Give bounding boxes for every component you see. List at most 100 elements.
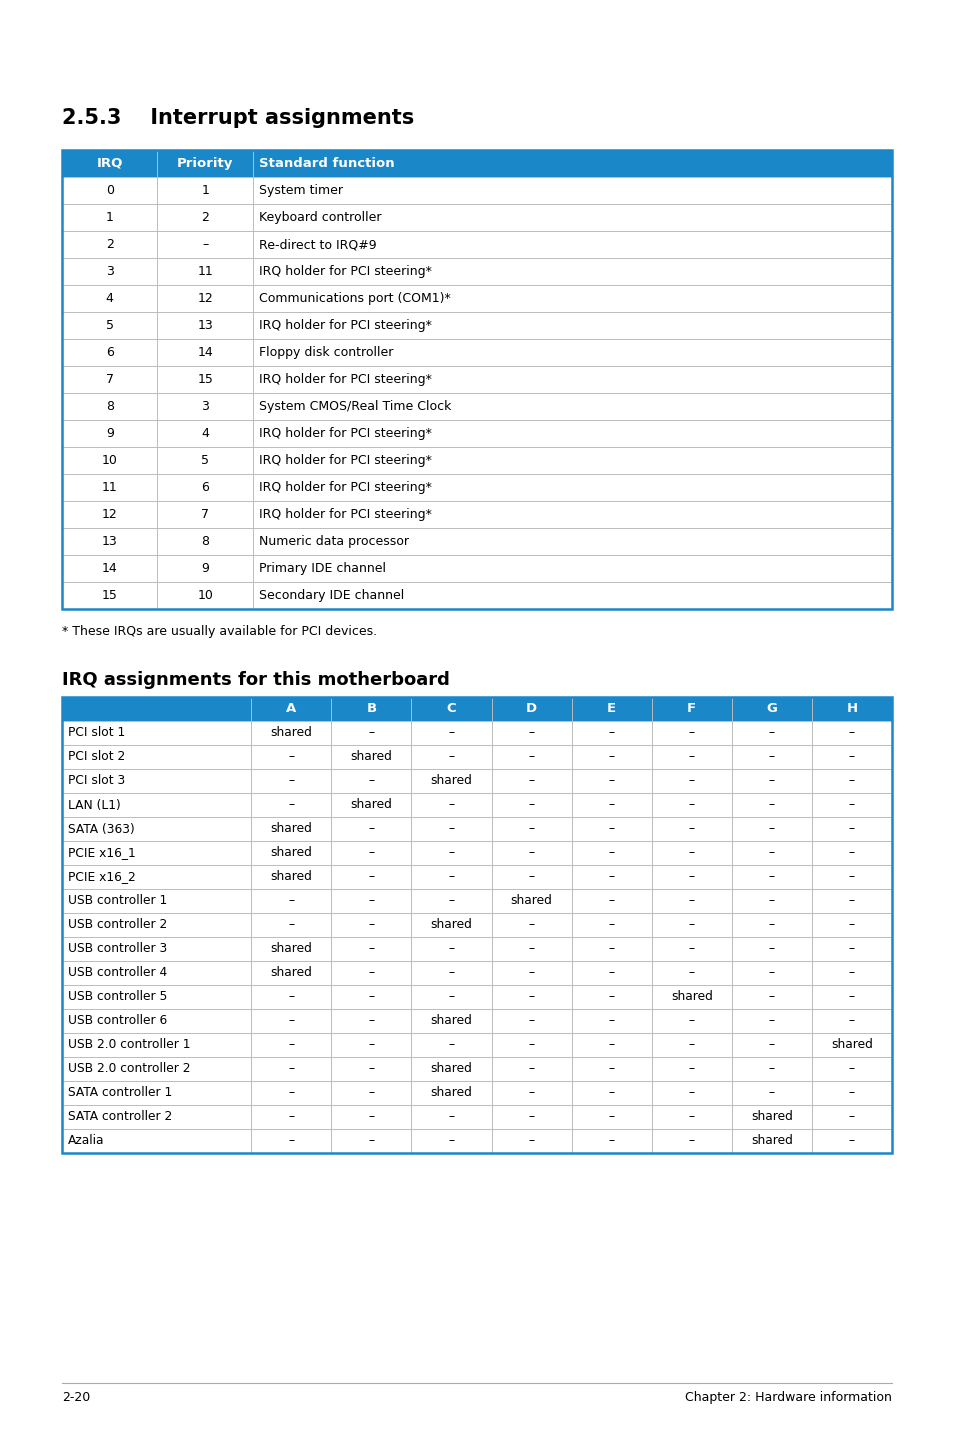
Text: –: – (608, 1087, 614, 1100)
Text: shared: shared (430, 919, 472, 932)
Text: –: – (848, 847, 854, 860)
Text: –: – (528, 942, 534, 955)
Text: –: – (688, 775, 694, 788)
Text: –: – (608, 1135, 614, 1148)
Text: –: – (202, 239, 208, 252)
Text: shared: shared (270, 847, 312, 860)
Text: –: – (448, 870, 454, 883)
Text: –: – (448, 991, 454, 1004)
Text: –: – (608, 894, 614, 907)
Text: –: – (448, 823, 454, 835)
Text: G: G (765, 703, 777, 716)
Text: –: – (368, 966, 374, 979)
Text: –: – (288, 1110, 294, 1123)
Text: –: – (848, 991, 854, 1004)
Text: USB controller 5: USB controller 5 (68, 991, 167, 1004)
Text: IRQ holder for PCI steering*: IRQ holder for PCI steering* (258, 319, 432, 332)
Text: –: – (848, 1063, 854, 1076)
Text: 6: 6 (201, 480, 209, 495)
Text: –: – (848, 942, 854, 955)
Text: –: – (688, 1087, 694, 1100)
Text: 7: 7 (201, 508, 209, 521)
Text: –: – (368, 1038, 374, 1051)
Text: shared: shared (270, 726, 312, 739)
Bar (62, 475, 891, 500)
Text: shared: shared (750, 1135, 792, 1148)
Bar (62, 257, 891, 285)
Text: –: – (368, 775, 374, 788)
Text: –: – (368, 726, 374, 739)
Text: –: – (688, 751, 694, 764)
Text: –: – (368, 991, 374, 1004)
Bar (62, 1009, 891, 1032)
Text: 10: 10 (102, 454, 117, 467)
Text: –: – (848, 1135, 854, 1148)
Text: 15: 15 (197, 372, 213, 385)
Text: –: – (528, 870, 534, 883)
Text: –: – (368, 1014, 374, 1028)
Text: –: – (448, 942, 454, 955)
Bar (62, 528, 891, 555)
Text: –: – (768, 942, 774, 955)
Bar (62, 447, 891, 475)
Text: shared: shared (430, 1014, 472, 1028)
Text: –: – (688, 942, 694, 955)
Text: –: – (368, 847, 374, 860)
Text: –: – (608, 798, 614, 811)
Text: B: B (366, 703, 376, 716)
Text: –: – (288, 1087, 294, 1100)
Text: Priority: Priority (177, 157, 233, 170)
Text: 5: 5 (201, 454, 209, 467)
Text: PCIE x16_1: PCIE x16_1 (68, 847, 135, 860)
Text: H: H (845, 703, 857, 716)
Text: shared: shared (670, 991, 712, 1004)
Bar (62, 582, 891, 610)
Bar (62, 961, 891, 985)
Text: –: – (688, 1038, 694, 1051)
Text: –: – (608, 1038, 614, 1051)
Text: 2.5.3    Interrupt assignments: 2.5.3 Interrupt assignments (62, 108, 414, 128)
Text: –: – (768, 1087, 774, 1100)
Text: –: – (688, 966, 694, 979)
Text: –: – (688, 823, 694, 835)
Text: –: – (528, 775, 534, 788)
Text: –: – (528, 751, 534, 764)
Text: –: – (608, 942, 614, 955)
Text: –: – (768, 919, 774, 932)
Text: System timer: System timer (258, 184, 342, 197)
Text: Primary IDE channel: Primary IDE channel (258, 562, 386, 575)
Text: –: – (368, 1063, 374, 1076)
Bar (62, 938, 891, 961)
Bar (62, 769, 891, 792)
Text: –: – (688, 870, 694, 883)
Text: –: – (688, 798, 694, 811)
Text: –: – (768, 726, 774, 739)
Bar (62, 913, 891, 938)
Text: 10: 10 (197, 590, 213, 603)
Bar (62, 697, 891, 720)
Text: 4: 4 (106, 292, 113, 305)
Text: –: – (448, 1038, 454, 1051)
Text: –: – (688, 847, 694, 860)
Text: PCIE x16_2: PCIE x16_2 (68, 870, 135, 883)
Text: Chapter 2: Hardware information: Chapter 2: Hardware information (684, 1391, 891, 1403)
Text: –: – (528, 966, 534, 979)
Bar (62, 150, 891, 610)
Text: –: – (288, 894, 294, 907)
Text: –: – (368, 823, 374, 835)
Bar (62, 367, 891, 393)
Text: Secondary IDE channel: Secondary IDE channel (258, 590, 404, 603)
Text: –: – (528, 1135, 534, 1148)
Text: PCI slot 1: PCI slot 1 (68, 726, 125, 739)
Text: –: – (768, 894, 774, 907)
Text: 0: 0 (106, 184, 113, 197)
Text: –: – (608, 775, 614, 788)
Text: 3: 3 (201, 400, 209, 413)
Text: –: – (368, 919, 374, 932)
Text: 12: 12 (197, 292, 213, 305)
Text: D: D (525, 703, 537, 716)
Text: Floppy disk controller: Floppy disk controller (258, 347, 393, 360)
Text: –: – (848, 894, 854, 907)
Text: –: – (608, 870, 614, 883)
Text: –: – (848, 798, 854, 811)
